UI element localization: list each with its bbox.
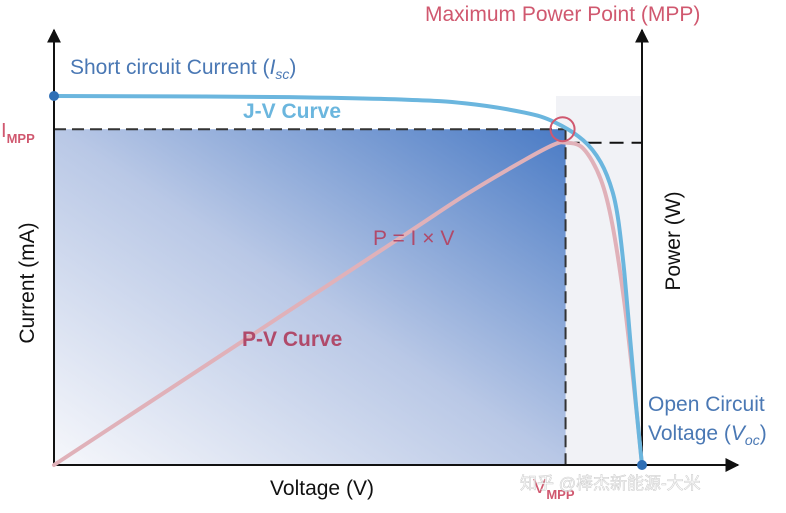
voc-label-line2: Voltage (Voc) xyxy=(648,422,767,448)
impp-label: IMPP xyxy=(1,120,35,146)
mpp-title: Maximum Power Point (MPP) xyxy=(425,3,700,26)
jv-curve xyxy=(52,94,644,467)
y-axis-title-left: Current (mA) xyxy=(16,222,39,343)
isc-label: Short circuit Current (Isc) xyxy=(70,56,296,82)
y-axis-title-right: Power (W) xyxy=(662,191,685,290)
background-band xyxy=(556,96,642,465)
pv-curve-label: P-V Curve xyxy=(242,328,342,351)
watermark: 知乎 @棒杰新能源-大米 xyxy=(520,474,701,493)
x-axis-title: Voltage (V) xyxy=(270,477,374,500)
mpp-circle xyxy=(549,116,576,143)
formula-label: P = I × V xyxy=(373,227,454,250)
isc-point xyxy=(49,91,59,101)
vmpp-label: VMPP xyxy=(533,476,575,502)
voc-point xyxy=(637,460,647,470)
jv-curve-label: J-V Curve xyxy=(243,100,341,123)
voc-label-line1: Open Circuit xyxy=(648,393,765,416)
pv-curve xyxy=(52,140,644,467)
